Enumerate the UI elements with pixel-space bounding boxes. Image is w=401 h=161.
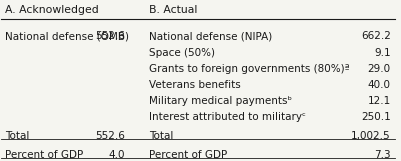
Text: Grants to foreign governments (80%)ª: Grants to foreign governments (80%)ª [148, 64, 348, 74]
Text: B. Actual: B. Actual [148, 5, 197, 15]
Text: Total: Total [5, 131, 30, 141]
Text: 7.3: 7.3 [373, 150, 390, 160]
Text: 29.0: 29.0 [367, 64, 390, 74]
Text: Space (50%): Space (50%) [148, 47, 215, 57]
Text: Veterans benefits: Veterans benefits [148, 80, 240, 90]
Text: Percent of GDP: Percent of GDP [5, 150, 83, 160]
Text: 12.1: 12.1 [367, 96, 390, 106]
Text: 250.1: 250.1 [360, 112, 390, 122]
Text: Total: Total [148, 131, 173, 141]
Text: 1,002.5: 1,002.5 [350, 131, 390, 141]
Text: 40.0: 40.0 [367, 80, 390, 90]
Text: 9.1: 9.1 [373, 47, 390, 57]
Text: Percent of GDP: Percent of GDP [148, 150, 227, 160]
Text: Interest attributed to militaryᶜ: Interest attributed to militaryᶜ [148, 112, 305, 122]
Text: 662.2: 662.2 [360, 31, 390, 41]
Text: A. Acknowledged: A. Acknowledged [5, 5, 99, 15]
Text: National defense (NIPA): National defense (NIPA) [148, 31, 271, 41]
Text: 4.0: 4.0 [109, 150, 125, 160]
Text: Military medical paymentsᵇ: Military medical paymentsᵇ [148, 96, 291, 106]
Text: 552.6: 552.6 [95, 131, 125, 141]
Text: National defense (OMB): National defense (OMB) [5, 31, 129, 41]
Text: 552.6: 552.6 [95, 31, 125, 41]
